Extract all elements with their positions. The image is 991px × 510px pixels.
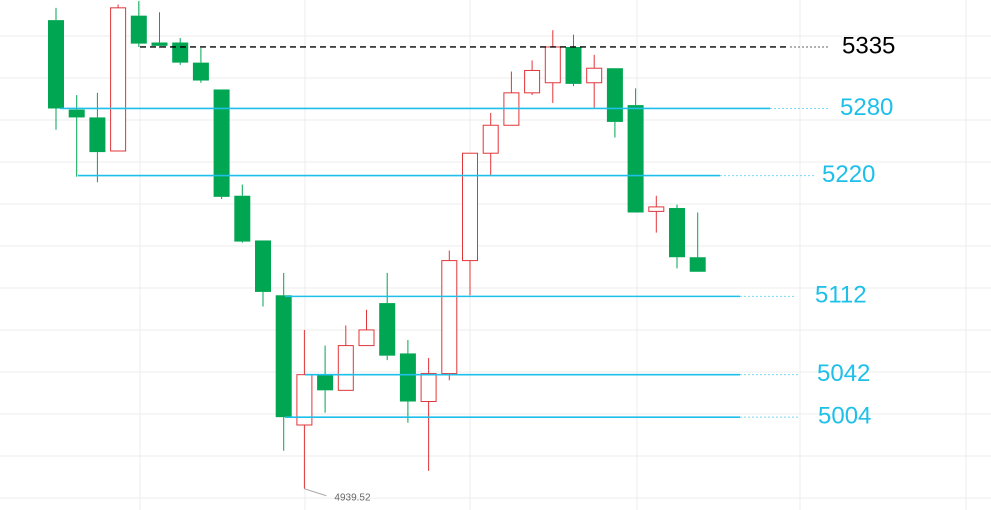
candle-body [110,7,127,152]
candle-body [606,68,623,122]
candle-body [627,105,644,213]
candle-body [399,353,416,402]
candle-body [89,117,106,153]
candle-body [462,152,478,262]
candle-body [130,15,147,44]
low-leader [304,488,327,497]
candle-body [172,42,189,63]
candle-body [296,374,313,426]
candle-body [337,345,354,391]
candle-body [317,374,334,391]
candle-body [379,303,396,356]
level-label: 5112 [815,282,867,309]
candle-body [669,208,685,258]
candle-body [482,124,499,154]
candle-body [234,195,251,242]
candle-body [524,69,541,94]
candle-body [441,260,458,375]
candle-body [544,46,561,84]
candle-body [48,20,64,109]
candle-body [565,46,582,84]
candle-body [586,67,603,84]
candle-body [358,329,375,347]
candle-body [255,240,271,292]
level-label: 5042 [817,360,870,387]
candle-body [192,62,209,81]
candle-body [420,373,437,403]
candle-body [213,89,230,197]
candle-body [151,42,168,46]
level-label: 5004 [818,403,871,430]
candle-body [648,206,665,212]
candle-body [68,109,85,118]
candle-body [689,257,706,272]
level-label: 5335 [842,32,895,59]
low-annotation: 4939.52 [334,492,371,503]
level-label: 5220 [822,161,875,188]
candle-body [275,295,292,418]
level-label: 5280 [840,94,893,121]
